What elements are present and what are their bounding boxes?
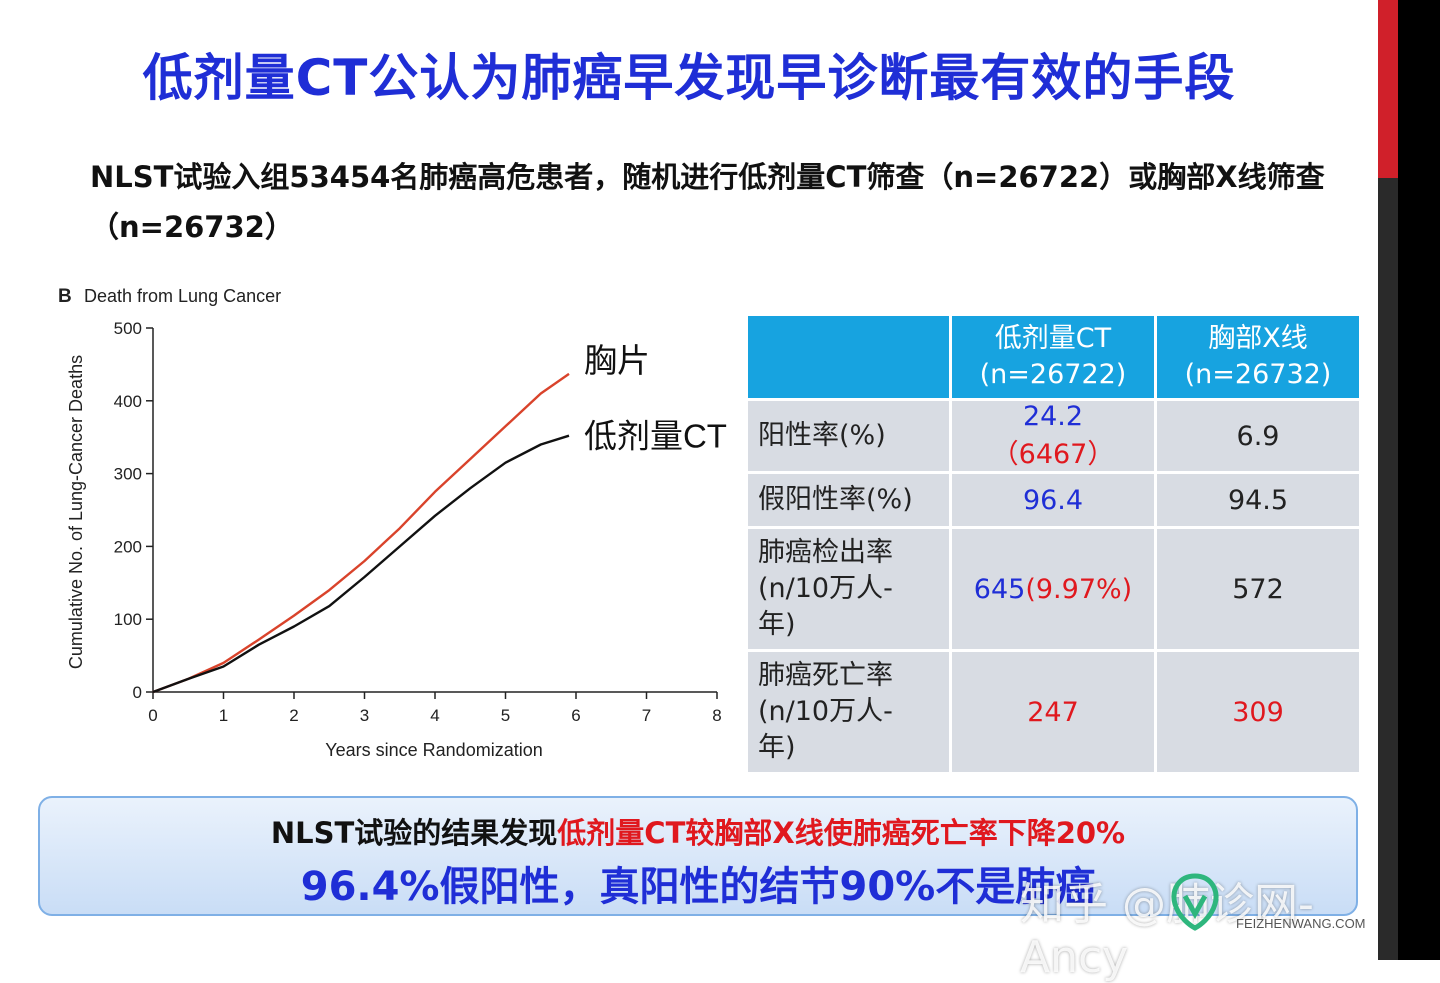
xray-value: 309 bbox=[1154, 649, 1362, 775]
conclusion-line-1-red: 低剂量CT较胸部X线使肺癌死亡率下降20% bbox=[557, 816, 1126, 850]
row-label: 假阳性率(%) bbox=[745, 471, 952, 529]
x-tick-label: 6 bbox=[571, 706, 580, 725]
series-line-0 bbox=[152, 372, 570, 694]
slide-subtitle: NLST试验入组53454名肺癌高危患者，随机进行低剂量CT筛查（n=26722… bbox=[90, 160, 1325, 244]
x-tick-label: 2 bbox=[289, 706, 298, 725]
slide-title: 低剂量CT公认为肺癌早发现早诊断最有效的手段 bbox=[142, 49, 1236, 107]
xray-value: 94.5 bbox=[1154, 471, 1362, 529]
watermark-site: FEIZHENWANG.COM bbox=[1236, 916, 1366, 931]
table-row: 肺癌死亡率 (n/10万人- 年) 247 309 bbox=[745, 649, 1362, 775]
ct-value-main: 24.2 bbox=[1022, 401, 1084, 432]
chart-x-axis-label: Years since Randomization bbox=[325, 740, 542, 760]
y-tick-label: 300 bbox=[114, 465, 142, 484]
conclusion-line-1-black: NLST试验的结果发现 bbox=[270, 816, 558, 850]
series-line-1 bbox=[152, 434, 570, 694]
x-tick-label: 3 bbox=[360, 706, 369, 725]
chart-title: Death from Lung Cancer bbox=[84, 286, 281, 306]
series-label-1: 低剂量CT bbox=[584, 418, 727, 455]
y-tick-label: 400 bbox=[114, 392, 142, 411]
conclusion-line-1: NLST试验的结果发现低剂量CT较胸部X线使肺癌死亡率下降20% bbox=[0, 810, 1396, 852]
slide: 低剂量CT公认为肺癌早发现早诊断最有效的手段 NLST试验入组53454名肺癌高… bbox=[38, 49, 1366, 983]
y-tick-label: 0 bbox=[133, 683, 142, 702]
x-tick-label: 8 bbox=[712, 706, 721, 725]
feizhenwang-logo-icon bbox=[1171, 873, 1219, 931]
ct-value-extra: （6467） bbox=[991, 439, 1115, 470]
ct-value-extra: (9.97%) bbox=[1025, 573, 1133, 605]
table-header-ct: 低剂量CT (n=26722) bbox=[949, 313, 1157, 401]
table-header-empty bbox=[745, 313, 952, 401]
chart-series bbox=[152, 372, 570, 694]
table-row: 肺癌检出率 (n/10万人- 年) 645(9.97%) 572 bbox=[745, 526, 1362, 652]
death-from-lung-cancer-chart: B Death from Lung Cancer 010020030040050… bbox=[58, 286, 727, 760]
row-label: 肺癌检出率 (n/10万人- 年) bbox=[745, 526, 952, 652]
xray-value: 6.9 bbox=[1154, 398, 1362, 474]
ct-value: 96.4 bbox=[949, 471, 1157, 529]
table-header-row: 低剂量CT (n=26722) 胸部X线 (n=26732) bbox=[745, 313, 1362, 401]
y-tick-label: 500 bbox=[114, 319, 142, 338]
ct-value-main: 645 bbox=[973, 573, 1026, 605]
table-row: 假阳性率(%) 96.4 94.5 bbox=[745, 471, 1362, 529]
x-tick-label: 0 bbox=[148, 706, 157, 725]
chart-axes: 0 100 200 300 400 500 0 1 2 3 4 5 6 7 8 bbox=[114, 319, 722, 725]
ct-value-main: 247 bbox=[1027, 696, 1079, 728]
series-label-0: 胸片 bbox=[584, 342, 650, 379]
comparison-table: 低剂量CT (n=26722) 胸部X线 (n=26732) 阳性率(%) 24.… bbox=[745, 313, 1362, 775]
chart-y-axis-label: Cumulative No. of Lung-Cancer Deaths bbox=[66, 355, 86, 669]
slide-edge-bar bbox=[1378, 0, 1440, 960]
row-label: 肺癌死亡率 (n/10万人- 年) bbox=[745, 649, 952, 775]
table-row: 阳性率(%) 24.2 （6467） 6.9 bbox=[745, 398, 1362, 474]
ct-value: 645(9.97%) bbox=[949, 526, 1157, 652]
x-tick-label: 1 bbox=[219, 706, 228, 725]
ct-value: 24.2 （6467） bbox=[949, 398, 1157, 474]
row-label: 阳性率(%) bbox=[745, 398, 952, 474]
chart-panel-letter: B bbox=[58, 286, 72, 307]
x-tick-label: 7 bbox=[642, 706, 651, 725]
conclusion-line-2: 96.4%假阳性，真阳性的结节90%不是肺癌 bbox=[300, 864, 1096, 910]
conclusion-box bbox=[38, 796, 1358, 916]
ct-value: 247 bbox=[949, 649, 1157, 775]
x-tick-label: 4 bbox=[430, 706, 439, 725]
table-header-xray: 胸部X线 (n=26732) bbox=[1154, 313, 1362, 401]
y-tick-label: 200 bbox=[114, 537, 142, 556]
xray-value: 572 bbox=[1154, 526, 1362, 652]
ct-value-main: 96.4 bbox=[1022, 484, 1084, 516]
x-tick-label: 5 bbox=[501, 706, 510, 725]
y-tick-label: 100 bbox=[114, 610, 142, 629]
